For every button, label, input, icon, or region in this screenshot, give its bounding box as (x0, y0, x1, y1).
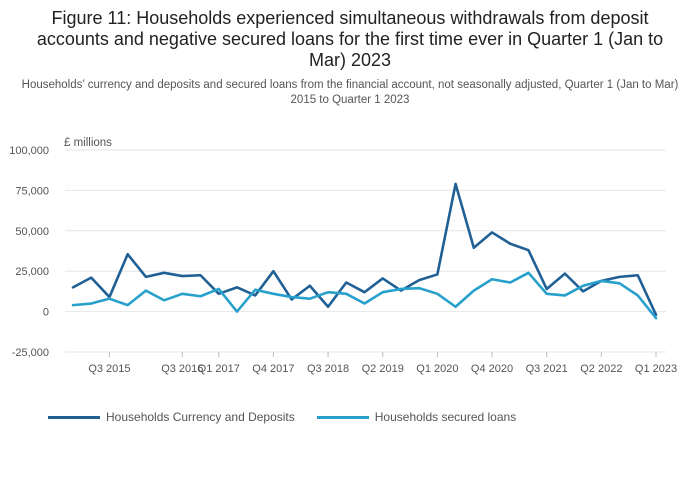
legend-item-deposits[interactable]: Households Currency and Deposits (48, 410, 295, 424)
series-layer (71, 182, 658, 320)
y-tick-label: 75,000 (15, 185, 49, 197)
x-tick-label: Q1 2020 (416, 363, 458, 375)
x-tick-label: Q3 2018 (307, 363, 349, 375)
x-tick-label: Q1 2017 (198, 363, 240, 375)
y-axis-unit-label: £ millions (64, 137, 112, 149)
legend-swatch-deposits (48, 415, 100, 419)
legend-label-loans: Households secured loans (374, 410, 517, 424)
x-tick-label: Q3 2016 (161, 363, 203, 375)
x-tick-label: Q3 2021 (526, 363, 568, 375)
y-tick-label: 100,000 (9, 145, 49, 157)
chart-subtitle: Households’ currency and deposits and se… (21, 79, 679, 106)
axis-layer: -25,000 0 25,000 50,000 75,000 100,000 £ milli… (9, 137, 677, 375)
y-tick-label: 50,000 (15, 226, 49, 238)
legend-swatch-loans (316, 415, 369, 419)
chart-title: Figure 11: Households experienced simult… (36, 8, 664, 70)
x-tick-label: Q2 2022 (580, 363, 622, 375)
series-line-deposits (71, 182, 658, 317)
x-tick-label: Q3 2015 (88, 363, 130, 375)
x-tick-label: Q4 2017 (252, 363, 294, 375)
x-tick-label: Q2 2019 (362, 363, 404, 375)
x-tick-label: Q1 2023 (635, 363, 677, 375)
legend: Households Currency and Deposits Househo… (48, 408, 516, 426)
y-tick-label: 0 (43, 307, 49, 319)
y-tick-label: 25,000 (15, 266, 49, 278)
x-tick-label: Q4 2020 (471, 363, 513, 375)
legend-item-loans[interactable]: Households secured loans (316, 410, 517, 424)
line-chart: -25,000 0 25,000 50,000 75,000 100,000 £ milli… (9, 137, 677, 375)
series-line-loans (71, 271, 658, 320)
y-tick-label: -25,000 (12, 347, 49, 359)
grid-layer (65, 149, 666, 353)
legend-label-deposits: Households Currency and Deposits (106, 410, 295, 424)
